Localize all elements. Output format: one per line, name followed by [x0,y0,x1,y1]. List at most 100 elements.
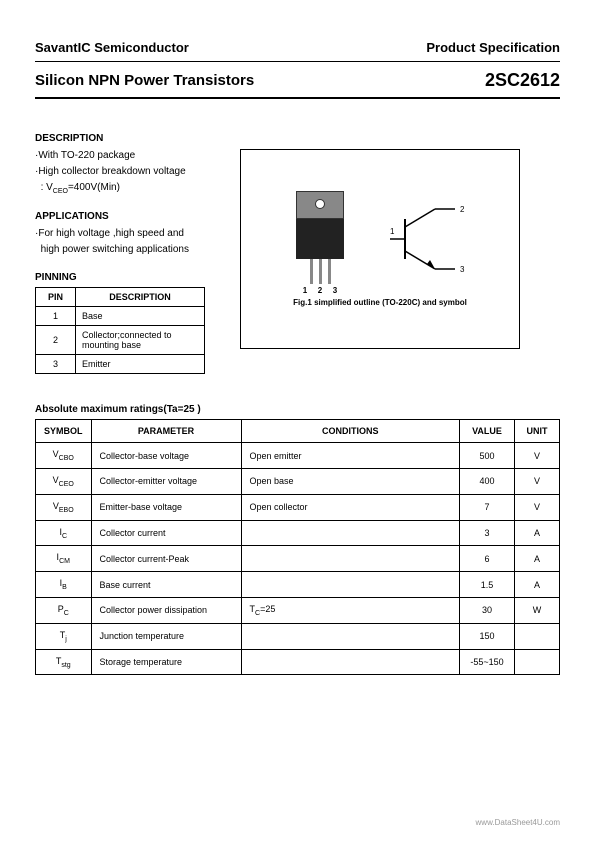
table-row: TjJunction temperature 150 [36,623,560,649]
pin-cell: 1 [36,307,76,326]
table-row: VEBOEmitter-base voltageOpen collector7V [36,494,560,520]
symbol-col-header: SYMBOL [36,420,92,443]
value-cell: 1.5 [460,572,515,598]
cond-cell [241,520,459,546]
desc-col-header: DESCRIPTION [76,288,205,307]
pin-desc-cell: Collector;connected to mounting base [76,326,205,355]
cond-cell: Open emitter [241,443,459,469]
symbol-collector-label: 2 [460,205,465,214]
unit-cell: A [515,520,560,546]
value-cell: 500 [460,443,515,469]
desc-vceo-line: : VCEO=400V(Min) [35,180,225,197]
param-cell: Collector current [91,520,241,546]
header-row: SavantIC Semiconductor Product Specifica… [35,40,560,55]
figure-caption: Fig.1 simplified outline (TO-220C) and s… [293,298,467,307]
param-cell: Storage temperature [91,649,241,675]
left-column: DESCRIPTION ·With TO-220 package ·High c… [35,119,225,374]
pinning-table: PIN DESCRIPTION 1 Base 2 Collector;conne… [35,287,205,374]
cond-cell: Open collector [241,494,459,520]
applications-heading: APPLICATIONS [35,211,225,222]
app-line: ·For high voltage ,high speed and [35,226,225,242]
value-cell: -55~150 [460,649,515,675]
cond-cell [241,649,459,675]
param-cell: Emitter-base voltage [91,494,241,520]
to220-package-icon: 1 2 3 [290,191,350,286]
figure-inner: 1 2 3 2 1 3 [290,191,470,286]
symbol-cell: PC [36,597,92,623]
table-row: VCEOCollector-emitter voltageOpen base40… [36,468,560,494]
ratings-title: Absolute maximum ratings(Ta=25 ) [35,404,560,415]
symbol-base-label: 1 [390,227,395,236]
pinning-heading: PINNING [35,272,225,283]
ratings-table: SYMBOL PARAMETER CONDITIONS VALUE UNIT V… [35,419,560,675]
symbol-cell: Tstg [36,649,92,675]
footer-url: www.DataSheet4U.com [476,818,560,827]
value-cell: 30 [460,597,515,623]
symbol-cell: VEBO [36,494,92,520]
figure-box: 1 2 3 2 1 3 Fig.1 [240,149,520,349]
part-number: 2SC2612 [485,70,560,91]
table-header-row: PIN DESCRIPTION [36,288,205,307]
doc-type: Product Specification [426,40,560,55]
pin-col-header: PIN [36,288,76,307]
cond-cell [241,546,459,572]
param-cell: Collector power dissipation [91,597,241,623]
value-col-header: VALUE [460,420,515,443]
unit-cell: V [515,494,560,520]
symbol-cell: ICM [36,546,92,572]
symbol-cell: IB [36,572,92,598]
table-header-row: SYMBOL PARAMETER CONDITIONS VALUE UNIT [36,420,560,443]
desc-line: ·High collector breakdown voltage [35,164,225,180]
app-line: high power switching applications [35,242,225,258]
unit-cell: V [515,468,560,494]
cond-cell: Open base [241,468,459,494]
unit-cell: V [515,443,560,469]
table-row: ICMCollector current-Peak6A [36,546,560,572]
cond-cell: TC=25 [241,597,459,623]
value-cell: 3 [460,520,515,546]
unit-cell: A [515,572,560,598]
description-heading: DESCRIPTION [35,133,225,144]
cond-cell [241,623,459,649]
value-cell: 7 [460,494,515,520]
symbol-cell: VCBO [36,443,92,469]
lead-labels: 1 2 3 [290,286,350,295]
desc-line: ·With TO-220 package [35,148,225,164]
content-columns: DESCRIPTION ·With TO-220 package ·High c… [35,119,560,374]
table-row: 2 Collector;connected to mounting base [36,326,205,355]
cond-cell [241,572,459,598]
symbol-cell: IC [36,520,92,546]
right-column: 1 2 3 2 1 3 Fig.1 [240,119,560,374]
param-cell: Collector-emitter voltage [91,468,241,494]
param-col-header: PARAMETER [91,420,241,443]
param-cell: Base current [91,572,241,598]
pin-desc-cell: Base [76,307,205,326]
table-row: 1 Base [36,307,205,326]
header-divider [35,61,560,62]
pin-desc-cell: Emitter [76,355,205,374]
title-row: Silicon NPN Power Transistors 2SC2612 [35,70,560,91]
title-divider [35,97,560,99]
unit-cell: A [515,546,560,572]
table-row: PCCollector power dissipationTC=2530W [36,597,560,623]
unit-cell [515,623,560,649]
param-cell: Collector-base voltage [91,443,241,469]
table-row: 3 Emitter [36,355,205,374]
unit-cell: W [515,597,560,623]
table-row: IBBase current 1.5A [36,572,560,598]
value-cell: 150 [460,623,515,649]
value-cell: 6 [460,546,515,572]
table-row: VCBOCollector-base voltageOpen emitter50… [36,443,560,469]
company-name: SavantIC Semiconductor [35,40,189,55]
unit-cell [515,649,560,675]
symbol-cell: VCEO [36,468,92,494]
pin-cell: 3 [36,355,76,374]
param-cell: Junction temperature [91,623,241,649]
pin-cell: 2 [36,326,76,355]
transistor-symbol-icon: 2 1 3 [390,194,470,284]
table-row: ICCollector current 3A [36,520,560,546]
symbol-cell: Tj [36,623,92,649]
unit-col-header: UNIT [515,420,560,443]
product-title: Silicon NPN Power Transistors [35,72,254,89]
value-cell: 400 [460,468,515,494]
